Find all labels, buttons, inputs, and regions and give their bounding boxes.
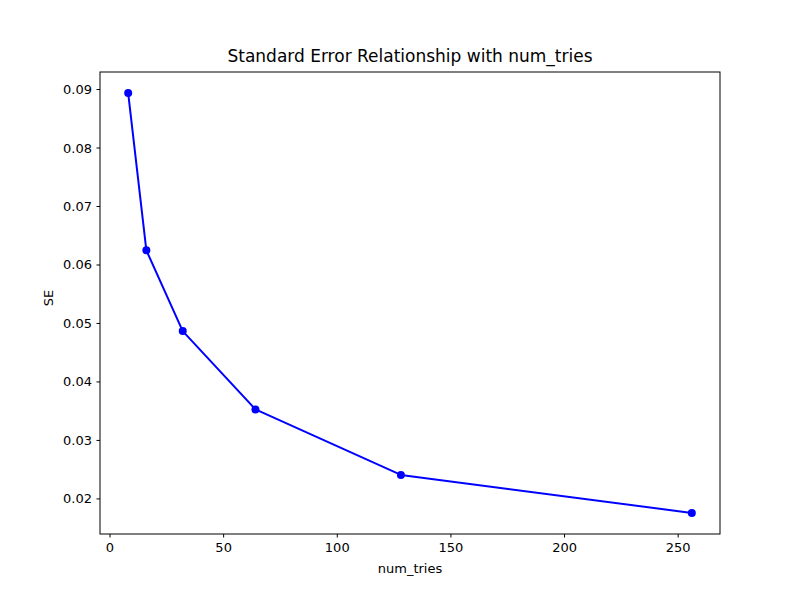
y-tick-label: 0.07: [63, 199, 92, 214]
x-axis-label: num_tries: [100, 561, 720, 576]
y-tick-label: 0.08: [63, 141, 92, 156]
y-tick-label: 0.05: [63, 316, 92, 331]
x-tick-label: 150: [438, 540, 463, 555]
y-tick-label: 0.04: [63, 374, 92, 389]
y-tick-label: 0.02: [63, 491, 92, 506]
y-tick-label: 0.03: [63, 433, 92, 448]
plot-area: 0 50 100 150 200 250 0.02 0.03 0.04 0.05 0.06 0.07 0…: [63, 72, 720, 555]
data-point-marker: [251, 405, 259, 413]
data-point-marker: [179, 327, 187, 335]
y-axis-label: SE: [41, 290, 56, 306]
y-tick-label: 0.09: [63, 82, 92, 97]
data-point-marker: [124, 89, 132, 97]
data-point-marker: [142, 246, 150, 254]
x-tick-label: 200: [552, 540, 577, 555]
y-tick-label: 0.06: [63, 257, 92, 272]
figure: 0 50 100 150 200 250 0.02 0.03 0.04 0.05 0.06 0.07 0…: [0, 0, 800, 600]
data-point-marker: [688, 509, 696, 517]
x-tick-label: 0: [106, 540, 114, 555]
plot-svg: 0 50 100 150 200 250 0.02 0.03 0.04 0.05 0.06 0.07 0…: [0, 0, 800, 600]
plot-border: [100, 72, 720, 534]
data-line: [128, 93, 692, 513]
x-tick-label: 100: [325, 540, 350, 555]
data-point-marker: [397, 471, 405, 479]
x-tick-label: 250: [666, 540, 691, 555]
x-tick-label: 50: [215, 540, 232, 555]
chart-title: Standard Error Relationship with num_tri…: [100, 46, 720, 66]
